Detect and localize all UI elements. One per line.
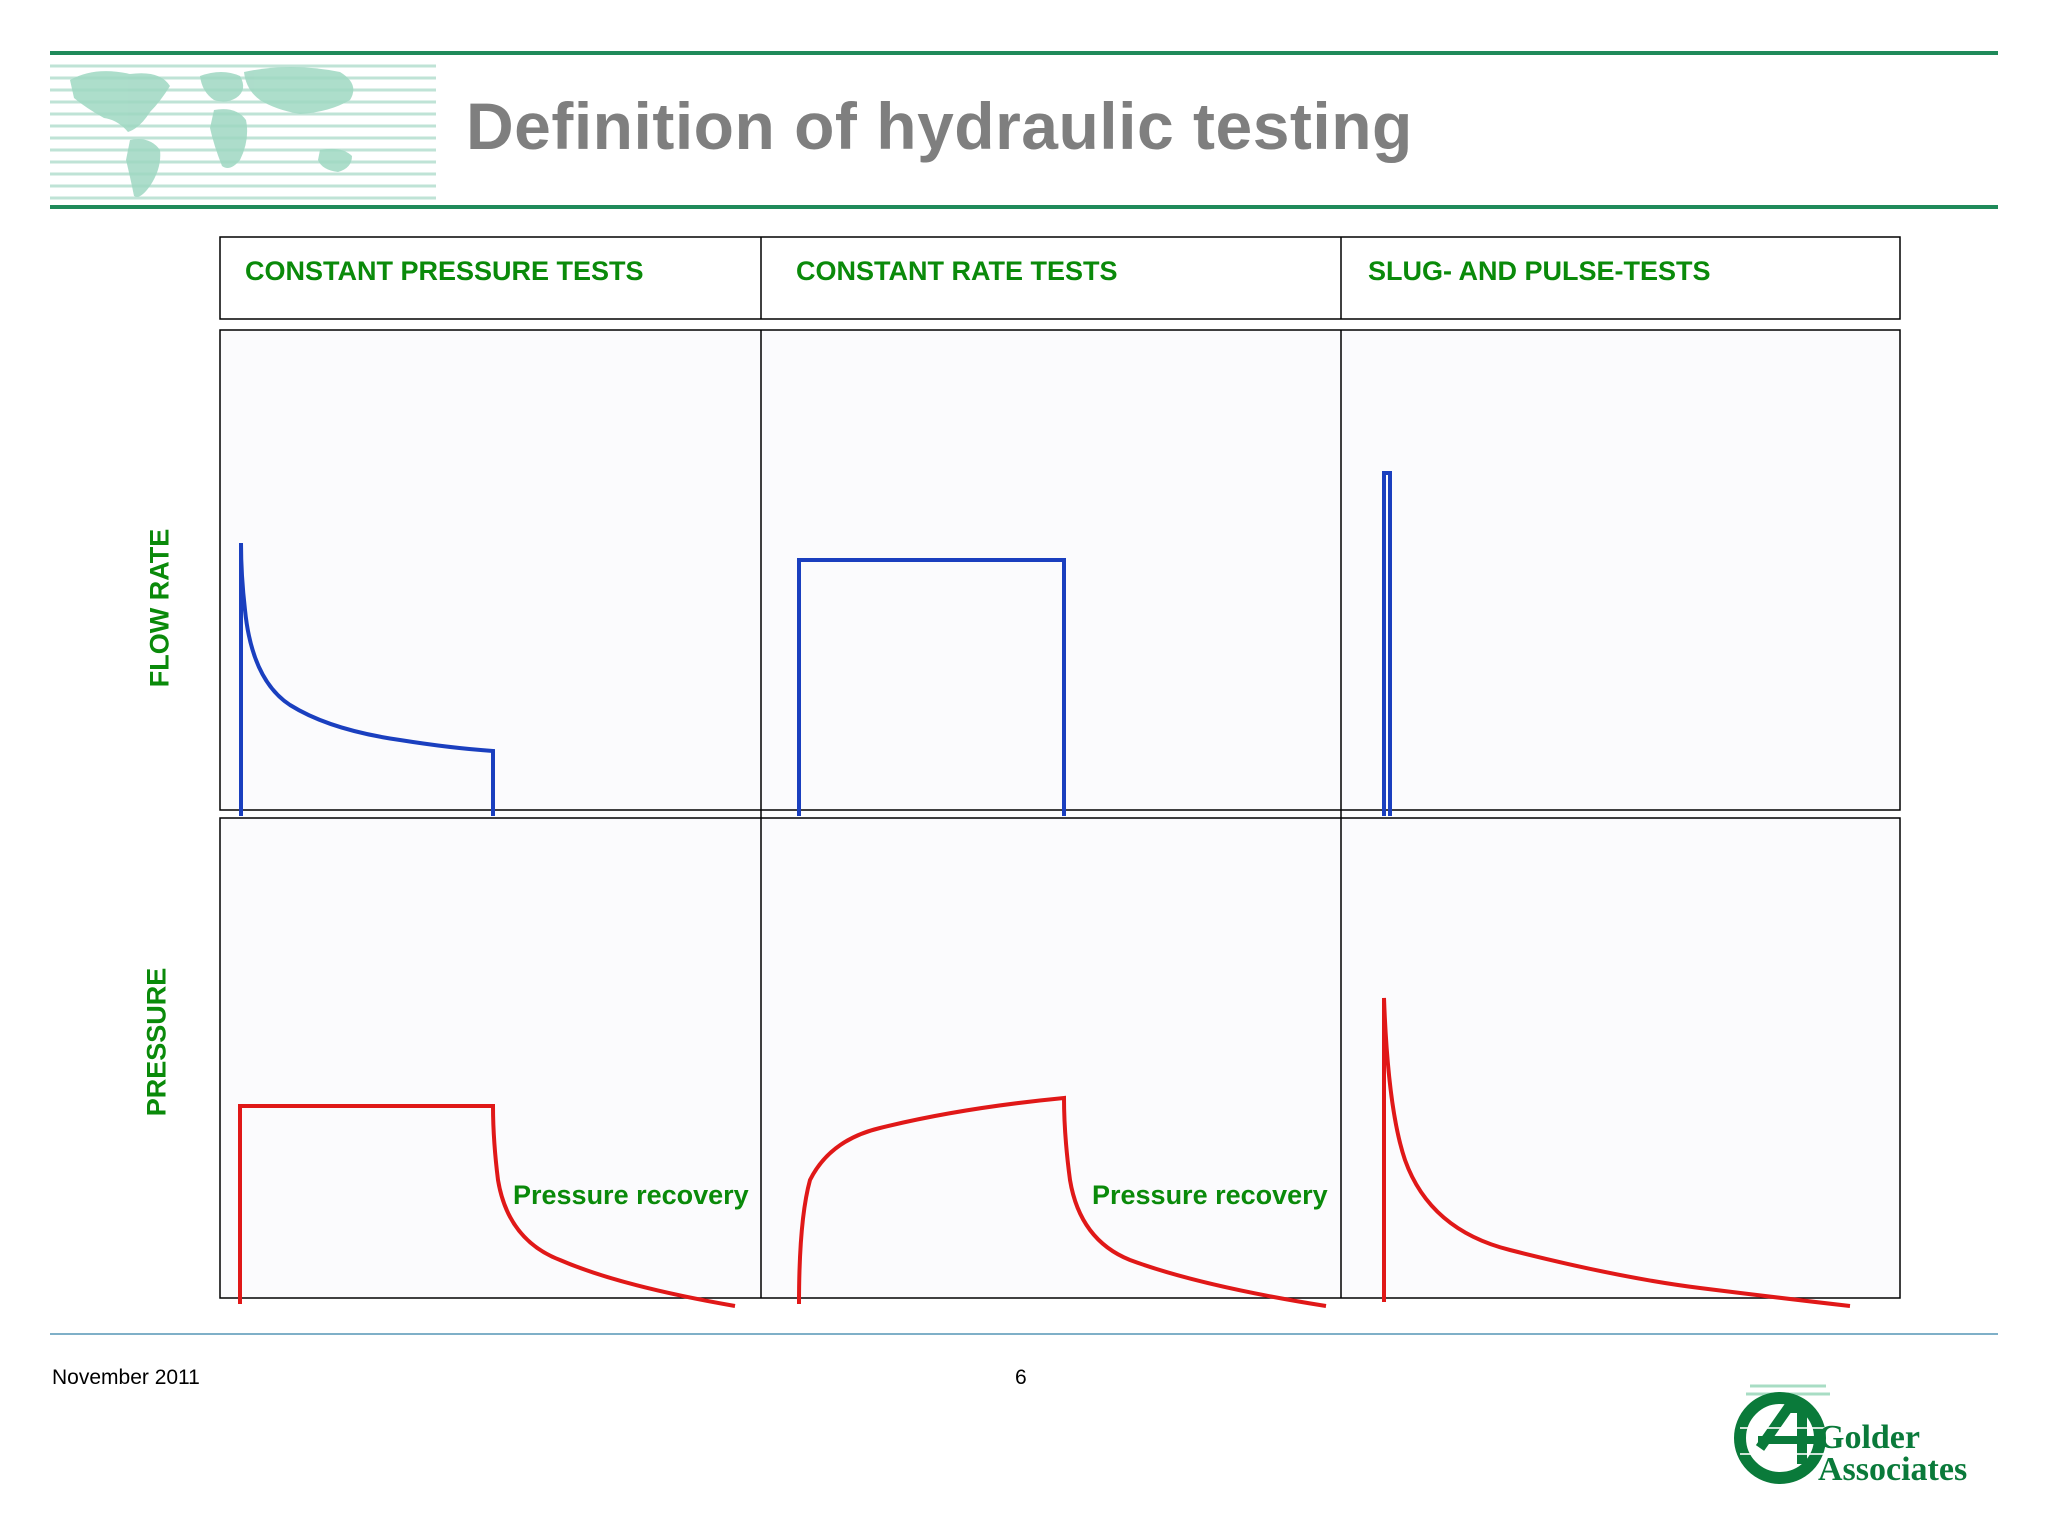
footer-page-number: 6 (1015, 1366, 1027, 1389)
annotation-pressure-recovery-2: Pressure recovery (1092, 1180, 1328, 1210)
column-header-slug-pulse: SLUG- AND PULSE-TESTS (1368, 256, 1711, 286)
flow-row-panel (220, 330, 1900, 810)
pressure-row-panel (220, 818, 1900, 1298)
page-title: Definition of hydraulic testing (466, 89, 1413, 163)
flow-curve-constant-pressure (239, 542, 495, 816)
golder-logo-text: Golder Associates (1818, 1419, 1968, 1488)
hydraulic-testing-diagram (219, 236, 1901, 1308)
logo-line-1: Golder (1818, 1419, 1920, 1456)
annotation-pressure-recovery-1: Pressure recovery (513, 1180, 749, 1210)
pressure-row-box (219, 817, 1901, 1299)
golder-logo-icon (1734, 1384, 1830, 1484)
header-graphic (50, 51, 1998, 209)
flow-curve-slug-pulse (1382, 471, 1392, 816)
column-header-constant-pressure: CONSTANT PRESSURE TESTS (245, 256, 644, 286)
footer-rule (50, 1333, 1998, 1335)
header-row-box (219, 236, 1901, 320)
logo-line-2: Associates (1818, 1451, 1968, 1488)
column-header-constant-rate: CONSTANT RATE TESTS (796, 256, 1118, 286)
flow-curve-constant-rate (797, 558, 1066, 816)
footer-date: November 2011 (52, 1366, 200, 1389)
world-map-icon (50, 64, 436, 200)
pressure-curve-slug-pulse (1382, 997, 1851, 1308)
flow-row-box (219, 329, 1901, 811)
pressure-curve-constant-pressure (238, 1104, 736, 1308)
pressure-curve-constant-rate (797, 1095, 1327, 1308)
